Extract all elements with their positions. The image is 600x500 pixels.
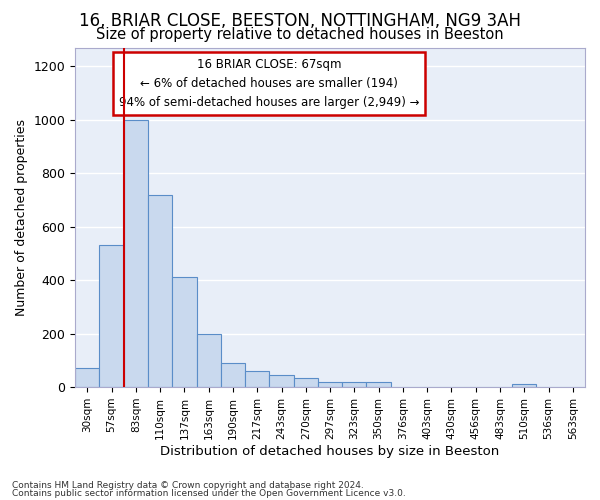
- Text: Size of property relative to detached houses in Beeston: Size of property relative to detached ho…: [96, 28, 504, 42]
- Bar: [100, 246, 124, 387]
- Text: Contains public sector information licensed under the Open Government Licence v3: Contains public sector information licen…: [12, 489, 406, 498]
- Bar: [318, 382, 342, 387]
- Bar: [172, 278, 197, 387]
- Text: Contains HM Land Registry data © Crown copyright and database right 2024.: Contains HM Land Registry data © Crown c…: [12, 480, 364, 490]
- Text: 16, BRIAR CLOSE, BEESTON, NOTTINGHAM, NG9 3AH: 16, BRIAR CLOSE, BEESTON, NOTTINGHAM, NG…: [79, 12, 521, 30]
- Bar: [512, 384, 536, 387]
- Bar: [75, 368, 100, 387]
- Bar: [124, 120, 148, 387]
- Bar: [245, 371, 269, 387]
- Bar: [148, 194, 172, 387]
- Bar: [293, 378, 318, 387]
- Bar: [269, 375, 293, 387]
- Text: 16 BRIAR CLOSE: 67sqm
← 6% of detached houses are smaller (194)
94% of semi-deta: 16 BRIAR CLOSE: 67sqm ← 6% of detached h…: [119, 58, 419, 108]
- Bar: [367, 382, 391, 387]
- Bar: [197, 334, 221, 387]
- X-axis label: Distribution of detached houses by size in Beeston: Distribution of detached houses by size …: [160, 444, 500, 458]
- Bar: [221, 363, 245, 387]
- Y-axis label: Number of detached properties: Number of detached properties: [15, 119, 28, 316]
- Bar: [342, 382, 367, 387]
